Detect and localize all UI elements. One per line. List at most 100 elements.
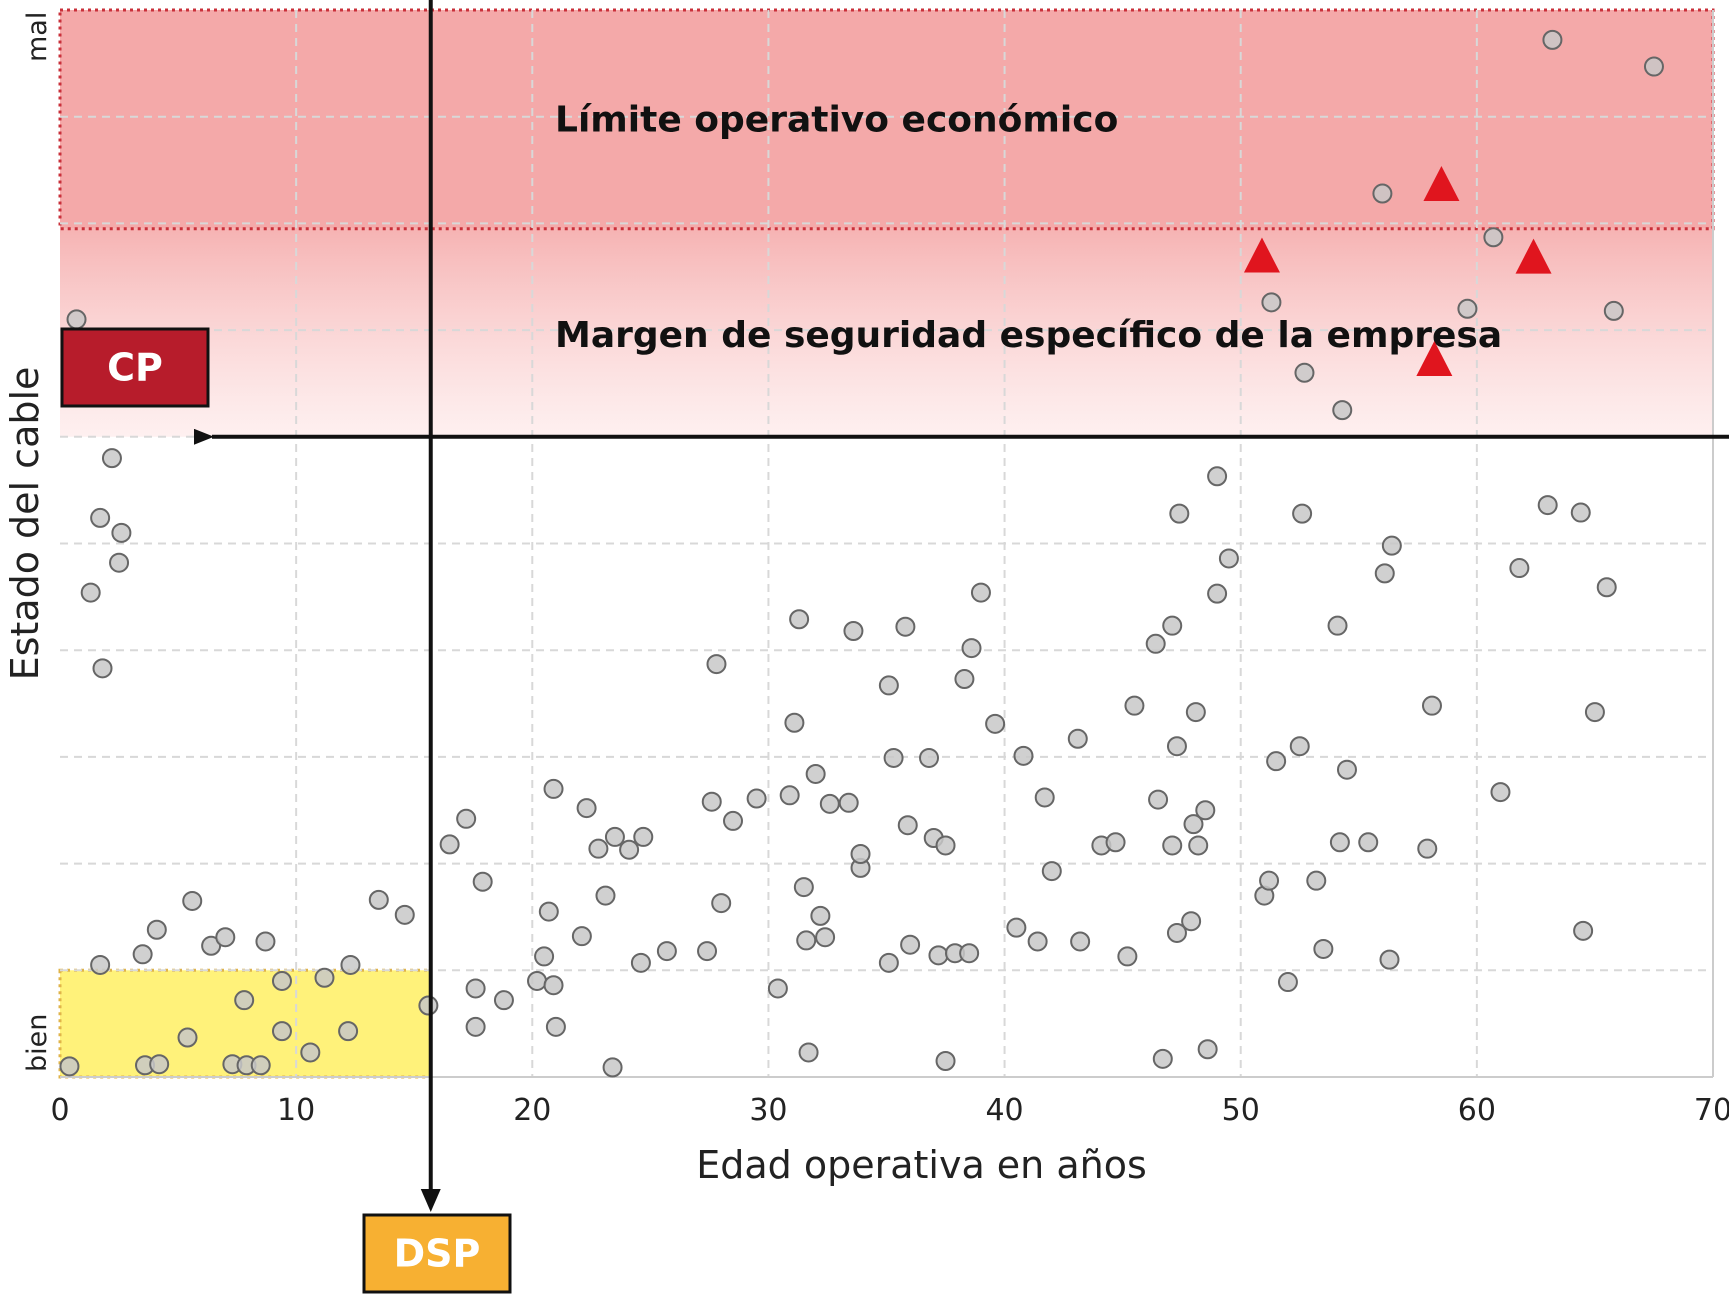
circle-point — [182, 890, 203, 911]
circle-point — [697, 941, 718, 962]
circle-point — [456, 808, 477, 829]
circle-point — [1197, 1039, 1218, 1060]
x-tick-label: 50 — [1222, 1093, 1260, 1128]
circle-point — [1537, 495, 1558, 516]
triangle-point — [1515, 238, 1552, 274]
circle-point — [1266, 751, 1287, 772]
circle-point — [878, 952, 899, 973]
circle-point — [90, 507, 111, 528]
circle-point — [1185, 702, 1206, 723]
circle-point — [101, 448, 122, 469]
economic-limit-label: Límite operativo económico — [555, 99, 1118, 140]
circle-point — [1013, 745, 1034, 766]
circle-point — [146, 919, 167, 940]
circle-point — [1124, 695, 1145, 716]
circle-point — [1336, 759, 1357, 780]
circle-point — [1570, 502, 1591, 523]
circle-point — [132, 944, 153, 965]
circle-point — [66, 309, 87, 330]
safety-margin-label: Margen de seguridad específico de la emp… — [555, 315, 1502, 356]
dsp-box — [362, 1213, 512, 1294]
circle-point — [1381, 535, 1402, 556]
circle-point — [588, 838, 609, 859]
circle-point — [1070, 931, 1091, 952]
circle-point — [793, 877, 814, 898]
circle-point — [1643, 56, 1664, 77]
circle-point — [935, 1050, 956, 1071]
circle-point — [630, 952, 651, 973]
circle-point — [604, 826, 625, 847]
circle-point — [798, 1042, 819, 1063]
circle-point — [1034, 787, 1055, 808]
circle-point — [1313, 938, 1334, 959]
circle-point — [1289, 736, 1310, 757]
circle-point — [1261, 292, 1282, 313]
circle-point — [1166, 922, 1187, 943]
circle-point — [954, 669, 975, 690]
circle-point — [111, 522, 132, 543]
circle-point — [1457, 298, 1478, 319]
circle-point — [90, 954, 111, 975]
x-tick-label: 0 — [50, 1093, 69, 1128]
circle-point — [1329, 832, 1350, 853]
circle-point — [935, 835, 956, 856]
circle-point — [1306, 870, 1327, 891]
circle-point — [545, 1016, 566, 1037]
circle-point — [92, 658, 113, 679]
circle-point — [805, 763, 826, 784]
circle-point — [340, 954, 361, 975]
circle-point — [177, 1027, 198, 1048]
circle-point — [602, 1057, 623, 1078]
circle-point — [534, 946, 555, 967]
circle-point — [878, 675, 899, 696]
circle-point — [1483, 227, 1504, 248]
circle-point — [1169, 503, 1190, 524]
circle-point — [465, 1016, 486, 1037]
y-label-high: mal — [22, 12, 53, 62]
circle-point — [819, 793, 840, 814]
circle-point — [796, 930, 817, 951]
circle-point — [900, 934, 921, 955]
data-points — [59, 29, 1664, 1078]
circle-point — [711, 893, 732, 914]
circle-point — [779, 785, 800, 806]
x-tick-label: 20 — [513, 1093, 551, 1128]
circle-point — [234, 990, 255, 1011]
circle-point — [394, 904, 415, 925]
x-axis-title: Edad operativa en años — [696, 1143, 1147, 1187]
circle-point — [810, 905, 831, 926]
circle-point — [543, 778, 564, 799]
circle-point — [897, 815, 918, 836]
circle-point — [543, 975, 564, 996]
circle-point — [656, 941, 677, 962]
safety-margin-zone — [60, 228, 1713, 437]
circle-point — [723, 810, 744, 831]
circle-point — [493, 990, 514, 1011]
y-axis-title: Estado del cable — [3, 367, 47, 681]
circle-point — [338, 1021, 359, 1042]
circle-point — [1358, 832, 1379, 853]
circle-point — [1327, 615, 1348, 636]
circle-point — [1148, 789, 1169, 810]
circle-point — [1259, 870, 1280, 891]
circle-point — [633, 826, 654, 847]
circle-point — [1188, 835, 1209, 856]
circle-point — [1162, 835, 1183, 856]
circle-point — [961, 638, 982, 659]
circle-point — [789, 609, 810, 630]
circle-point — [1067, 728, 1088, 749]
circle-point — [1027, 931, 1048, 952]
circle-point — [706, 654, 727, 675]
circle-point — [895, 616, 916, 637]
circle-point — [815, 927, 836, 948]
circle-point — [59, 1056, 80, 1077]
circle-point — [576, 798, 597, 819]
circle-point — [1417, 838, 1438, 859]
circle-point — [368, 889, 389, 910]
x-tick-label: 70 — [1694, 1093, 1729, 1128]
circle-point — [1509, 558, 1530, 579]
x-tick-labels: 0 10 20 30 40 50 60 70 — [50, 1093, 1729, 1128]
circle-point — [883, 747, 904, 768]
circle-point — [1207, 583, 1228, 604]
circle-point — [970, 582, 991, 603]
